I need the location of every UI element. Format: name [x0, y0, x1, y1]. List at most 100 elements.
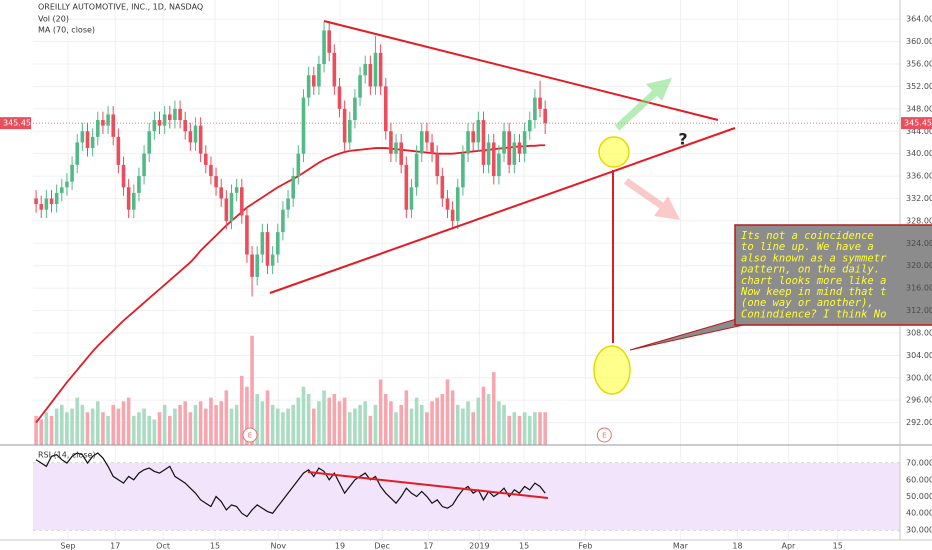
candle-body	[486, 142, 491, 165]
volume-bar	[250, 335, 254, 445]
event-label: E	[248, 432, 252, 440]
candle-body	[306, 75, 311, 98]
candle-body	[203, 153, 208, 165]
candle-body	[193, 125, 198, 143]
volume-bar	[430, 401, 434, 445]
red-arrow	[624, 178, 680, 220]
x-tick-label: 15	[833, 542, 843, 550]
volume-bar	[512, 412, 517, 445]
volume-bar	[203, 408, 208, 445]
candle-body	[70, 164, 74, 182]
candle-body	[75, 142, 80, 165]
volume-bar	[301, 386, 306, 445]
candle-body	[198, 125, 203, 154]
x-tick-label: 17	[110, 542, 120, 550]
candle-body	[234, 187, 239, 193]
y-tick-label: 320.00	[906, 261, 932, 270]
x-tick-label: 18	[732, 542, 742, 550]
indicator-label: RSI (14, close)	[38, 451, 96, 460]
volume-bar	[275, 408, 280, 445]
volume-bar	[497, 401, 501, 445]
last-price-label: 345.45	[904, 119, 932, 128]
candle-body	[466, 131, 470, 154]
indicator-label: Vol (20)	[38, 15, 69, 24]
rsi-trendline	[307, 471, 549, 499]
y-tick-label: 292.00	[906, 418, 932, 427]
volume-bar	[224, 390, 229, 445]
volume-bar	[59, 404, 64, 445]
callout-line: Conindience? I think No	[741, 308, 886, 320]
volume-bar	[286, 408, 290, 445]
candle-body	[173, 108, 177, 121]
volume-bar	[147, 415, 152, 445]
rsi-tick-label: 70.0000	[906, 459, 932, 468]
candle-body	[157, 120, 162, 126]
candle-body	[317, 64, 321, 87]
candle-body	[162, 114, 167, 126]
volume-bar	[178, 404, 182, 445]
candle-body	[286, 198, 290, 210]
candle-body	[65, 181, 69, 188]
candle-body	[131, 192, 136, 210]
volume-bar	[363, 401, 367, 445]
y-tick-label: 356.00	[906, 60, 932, 69]
candle-body	[404, 164, 409, 210]
callout-box	[734, 224, 932, 326]
x-tick-label: 17	[423, 542, 433, 550]
volume-bar	[373, 404, 378, 445]
candle-body	[332, 52, 337, 87]
volume-bar	[317, 401, 321, 445]
candle-body	[291, 176, 296, 199]
candle-body	[229, 192, 234, 221]
candle-body	[363, 64, 367, 76]
candle-body	[378, 52, 383, 87]
volume-bar	[481, 386, 486, 445]
volume-bar	[265, 390, 270, 445]
rsi-line	[35, 452, 546, 518]
volume-bar	[471, 412, 475, 445]
candle-body	[44, 198, 49, 210]
volume-bar	[358, 404, 362, 445]
volume-bar	[90, 408, 95, 445]
candle-body	[347, 120, 352, 143]
volume-bar	[173, 408, 177, 445]
candle-body	[311, 75, 316, 87]
volume-bar	[435, 397, 439, 445]
candle-body	[59, 187, 64, 193]
candle-body	[214, 176, 218, 188]
y-tick-label: 344.00	[906, 127, 932, 136]
candle-body	[116, 136, 121, 165]
volume-bar	[332, 394, 337, 445]
event-label: E	[602, 432, 606, 440]
indicator-label: MA (70, close)	[38, 26, 95, 35]
candle-body	[430, 142, 434, 154]
candle-body	[275, 232, 280, 255]
upper-trendline	[323, 20, 719, 121]
callout-line: pattern, on the daily.	[740, 264, 880, 276]
volume-bar	[101, 412, 105, 445]
candle-body	[399, 142, 403, 165]
rsi-layer	[35, 452, 546, 518]
candle-body	[491, 142, 496, 177]
candle-body	[440, 176, 445, 199]
candle-body	[224, 198, 229, 221]
volume-bar	[260, 401, 265, 445]
y-tick-label: 364.00	[906, 15, 932, 24]
candle-body	[512, 142, 517, 165]
volume-bar	[337, 401, 342, 445]
candle-body	[152, 120, 157, 132]
y-tick-label: 352.00	[906, 82, 932, 91]
candle-body	[126, 187, 131, 210]
volume-bar	[162, 404, 167, 445]
volume-bar	[188, 412, 193, 445]
x-tick-label: Nov	[270, 542, 286, 550]
volume-bar	[522, 412, 527, 445]
candle-body	[455, 187, 460, 221]
candle-body	[445, 198, 450, 210]
event-marker	[242, 427, 258, 443]
x-tick-label: 15	[210, 542, 220, 550]
volume-bar	[44, 412, 49, 445]
volume-bar	[270, 404, 275, 445]
candle-body	[425, 131, 429, 143]
volume-bar	[234, 404, 239, 445]
